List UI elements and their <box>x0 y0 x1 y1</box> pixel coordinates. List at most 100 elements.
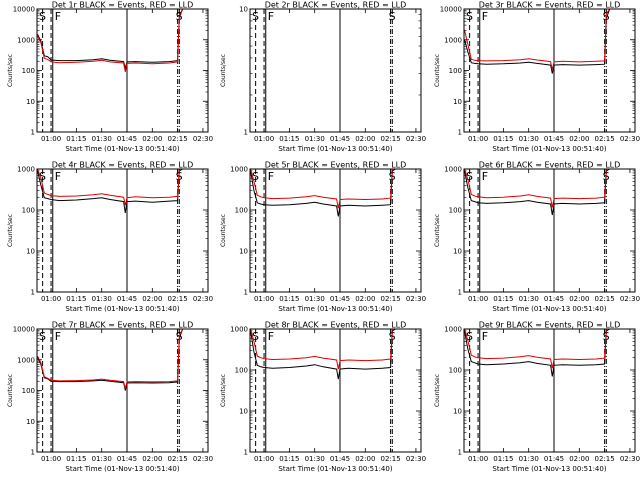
y-tick-label: 1000 <box>444 326 462 334</box>
y-tick-label: 10 <box>453 248 462 256</box>
x-tick-label: 01:30 <box>92 455 112 463</box>
y-axis-label: Counts/sec <box>220 214 227 247</box>
x-tick-label: 01:30 <box>305 455 325 463</box>
y-tick-label: 1 <box>458 129 462 137</box>
x-tick-label: 02:00 <box>569 455 589 463</box>
flare-marker-letter: F <box>482 330 488 343</box>
y-tick-label: 1 <box>31 449 35 457</box>
x-tick-label: 01:30 <box>519 135 539 143</box>
x-tick-label: 01:15 <box>66 135 86 143</box>
plot-frame <box>36 168 209 293</box>
y-tick-label: 1 <box>244 289 248 297</box>
lld-series-line <box>250 168 396 209</box>
y-tick-label: 1 <box>244 129 248 137</box>
flare-marker-letter: F <box>268 330 274 343</box>
saa-end-marker-letter: S <box>39 10 46 23</box>
y-tick-label: 100 <box>235 367 248 375</box>
y-tick-label: 10000 <box>13 6 35 14</box>
saa-end-marker-letter: S <box>39 170 46 183</box>
x-tick-label: 01:15 <box>279 135 299 143</box>
lld-series-line <box>464 168 610 208</box>
x-tick-label: 01:45 <box>117 455 137 463</box>
x-tick-label: 02:30 <box>193 135 213 143</box>
y-tick-label: 1000 <box>444 36 462 44</box>
x-axis-label: Start Time (01-Nov-13 00:51:40) <box>492 305 606 313</box>
x-tick-label: 02:15 <box>381 295 401 303</box>
x-tick-label: 02:00 <box>355 455 375 463</box>
x-axis-label: Start Time (01-Nov-13 00:51:40) <box>278 145 392 153</box>
saa-end-marker-letter: S <box>252 170 259 183</box>
saa-end-marker-letter: S <box>466 330 473 343</box>
panel-title: Det 2r BLACK = Events, RED = LLD <box>265 1 407 10</box>
y-tick-label: 1 <box>244 449 248 457</box>
y-axis-label: Counts/sec <box>220 374 227 407</box>
x-tick-label: 01:00 <box>254 455 274 463</box>
x-tick-label: 01:00 <box>41 135 61 143</box>
plot-frame <box>249 8 422 133</box>
y-tick-label: 10 <box>239 408 248 416</box>
y-tick-label: 100 <box>449 67 462 75</box>
x-tick-label: 02:15 <box>595 295 615 303</box>
lld-series-line <box>250 328 396 370</box>
y-tick-label: 10 <box>239 6 248 14</box>
x-tick-label: 02:15 <box>595 135 615 143</box>
panel-title: Det 8r BLACK = Events, RED = LLD <box>265 321 407 330</box>
x-tick-label: 01:30 <box>92 135 112 143</box>
x-axis-label: Start Time (01-Nov-13 00:51:40) <box>278 305 392 313</box>
x-tick-label: 01:30 <box>519 455 539 463</box>
y-tick-label: 100 <box>22 67 35 75</box>
y-tick-label: 100 <box>22 387 35 395</box>
x-tick-label: 01:30 <box>305 135 325 143</box>
x-tick-label: 02:00 <box>142 295 162 303</box>
x-tick-label: 02:00 <box>142 455 162 463</box>
x-tick-label: 01:15 <box>279 455 299 463</box>
saa-end-marker-letter: S <box>252 10 259 23</box>
x-tick-label: 01:15 <box>66 455 86 463</box>
events-series-line <box>464 168 610 216</box>
x-tick-label: 02:30 <box>406 295 426 303</box>
detector-panel-8: Det 8r BLACK = Events, RED = LLD Counts/s… <box>220 321 426 474</box>
panel-title: Det 7r BLACK = Events, RED = LLD <box>52 321 194 330</box>
x-tick-label: 01:30 <box>519 295 539 303</box>
x-tick-label: 01:00 <box>468 295 488 303</box>
x-tick-label: 01:15 <box>493 455 513 463</box>
x-tick-label: 02:15 <box>168 455 188 463</box>
x-tick-label: 02:00 <box>142 135 162 143</box>
events-series-line <box>250 168 396 217</box>
panel-title: Det 9r BLACK = Events, RED = LLD <box>479 321 621 330</box>
lld-series-line <box>37 328 184 389</box>
panel-title: Det 5r BLACK = Events, RED = LLD <box>265 161 407 170</box>
x-tick-label: 01:45 <box>330 295 350 303</box>
y-axis-label: Counts/sec <box>7 374 14 407</box>
saa-end-marker-letter: S <box>466 10 473 23</box>
x-tick-label: 02:00 <box>569 135 589 143</box>
x-tick-label: 02:00 <box>569 295 589 303</box>
x-tick-label: 01:15 <box>493 135 513 143</box>
x-tick-label: 01:00 <box>41 455 61 463</box>
x-tick-label: 01:00 <box>468 455 488 463</box>
y-tick-label: 10 <box>453 408 462 416</box>
x-tick-label: 01:45 <box>544 135 564 143</box>
x-tick-label: 01:15 <box>66 295 86 303</box>
x-tick-label: 02:30 <box>406 135 426 143</box>
detector-panel-2: Det 2r BLACK = Events, RED = LLD Counts/s… <box>220 1 426 154</box>
y-tick-label: 10000 <box>440 6 462 14</box>
panel-title: Det 4r BLACK = Events, RED = LLD <box>52 161 194 170</box>
y-tick-label: 1000 <box>230 166 248 174</box>
x-tick-label: 01:30 <box>92 295 112 303</box>
x-tick-label: 01:30 <box>305 295 325 303</box>
y-tick-label: 1000 <box>444 166 462 174</box>
flare-marker-letter: F <box>268 10 274 23</box>
x-tick-label: 01:15 <box>493 295 513 303</box>
panel-title: Det 6r BLACK = Events, RED = LLD <box>479 161 621 170</box>
detector-panel-1: Det 1r BLACK = Events, RED = LLD Counts/s… <box>7 1 213 154</box>
x-tick-label: 01:00 <box>254 135 274 143</box>
detector-panel-7: Det 7r BLACK = Events, RED = LLD Counts/s… <box>7 321 213 474</box>
flare-marker-letter: F <box>55 330 61 343</box>
x-tick-label: 02:30 <box>620 455 640 463</box>
y-tick-label: 1 <box>458 449 462 457</box>
y-axis-label: Counts/sec <box>434 54 441 87</box>
lld-series-line <box>464 8 611 70</box>
x-tick-label: 01:45 <box>117 295 137 303</box>
